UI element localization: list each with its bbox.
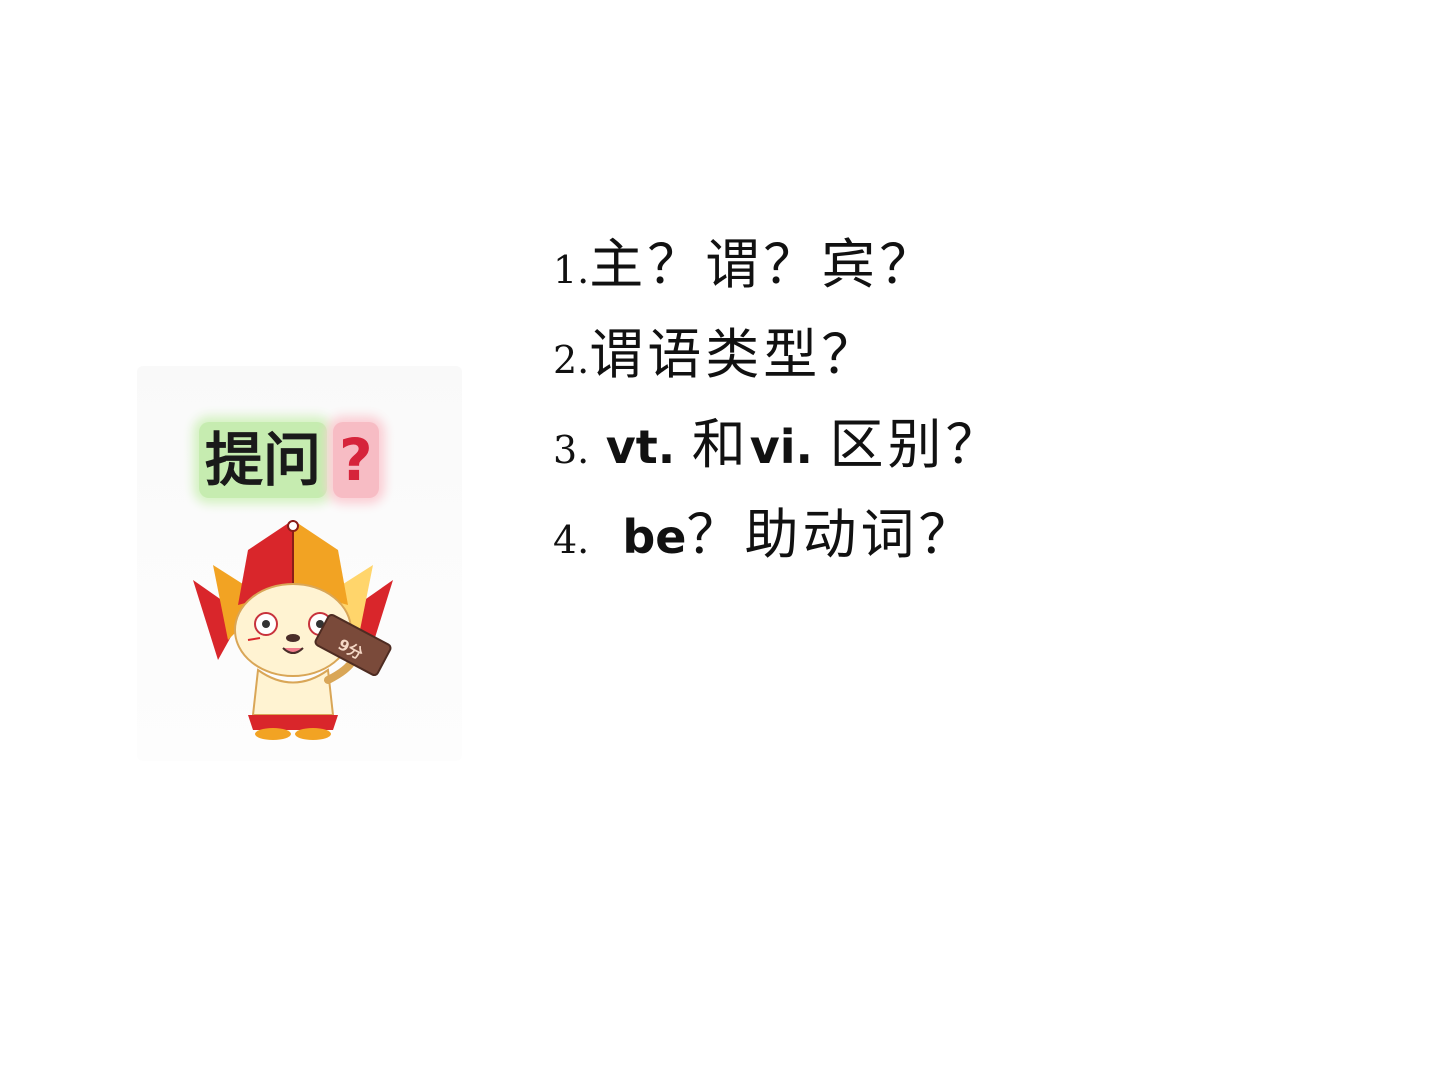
question-number: 2.: [553, 338, 590, 382]
term-be: be: [622, 510, 687, 564]
question-item-1: 1.主？谓？宾？: [553, 220, 937, 310]
term-vi: vi.: [749, 420, 814, 474]
question-number: 1.: [553, 248, 590, 292]
question-number: 4.: [553, 518, 590, 562]
question-text-aux-verb: ？助动词？: [686, 503, 977, 566]
question-text-difference: 区别？: [829, 413, 1004, 476]
ask-label: 提问?: [199, 418, 379, 498]
question-item-3: 3. vt. 和vi. 区别？: [553, 400, 1004, 490]
question-text: 谓语类型？: [589, 323, 880, 386]
question-item-4: 4. be？助动词？: [553, 490, 976, 580]
ask-label-text: 提问: [199, 422, 328, 498]
lion-mascot-illustration: 9分: [193, 520, 393, 740]
question-text-and: 和: [691, 413, 750, 476]
question-item-2: 2.谓语类型？: [553, 310, 879, 400]
question-mark-icon: ?: [333, 422, 379, 498]
question-text: 主？谓？宾？: [589, 233, 938, 296]
term-vt: vt.: [605, 420, 676, 474]
question-number: 3.: [553, 428, 590, 472]
